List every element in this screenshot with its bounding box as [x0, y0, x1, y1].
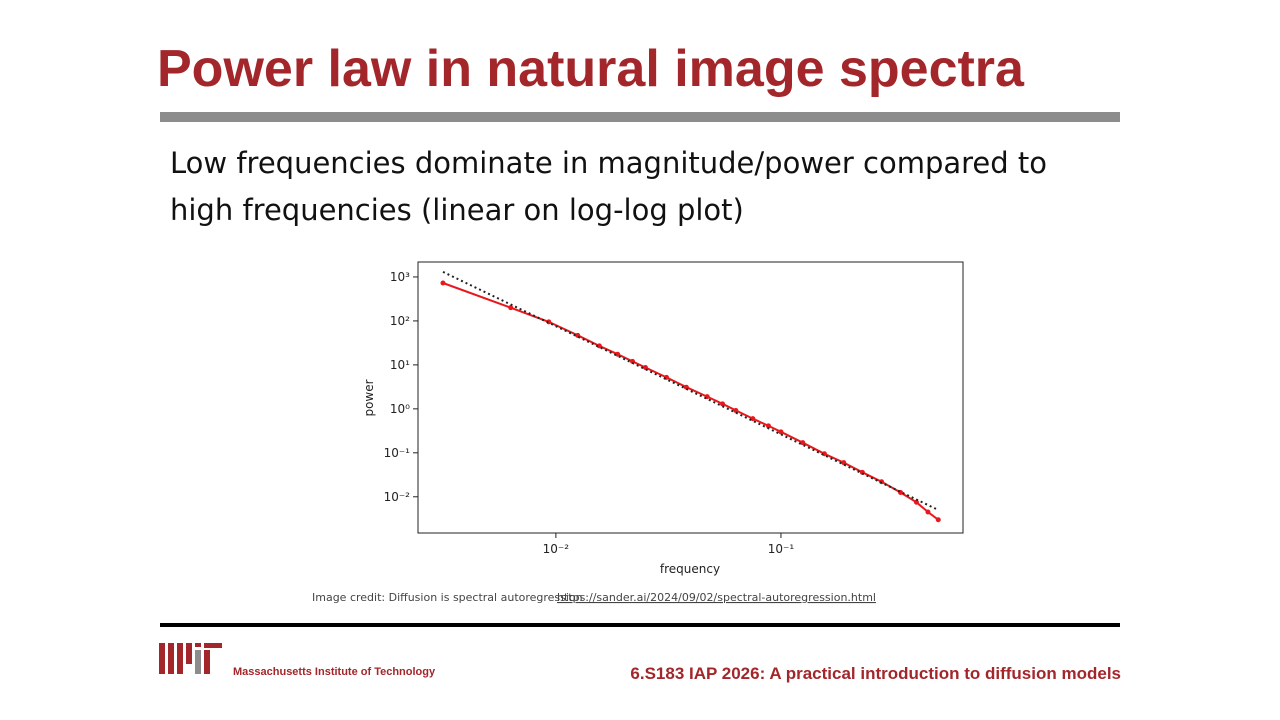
y-tick-label: 10³: [390, 270, 410, 284]
y-axis-label: power: [362, 379, 376, 416]
x-axis-label: frequency: [660, 562, 720, 576]
credit-link[interactable]: https://sander.ai/2024/09/02/spectral-au…: [557, 591, 876, 604]
x-tick-label: 10⁻²: [543, 542, 570, 556]
data-point: [508, 305, 514, 311]
x-tick-label: 10⁻¹: [768, 542, 795, 556]
body-line: high frequencies (linear on log-log plot…: [170, 193, 744, 227]
footer-rule: [160, 623, 1120, 627]
y-tick-label: 10¹: [390, 358, 410, 372]
y-tick-label: 10⁻¹: [384, 446, 411, 460]
y-tick-label: 10⁻²: [384, 490, 411, 504]
title-rule: [160, 112, 1120, 122]
course-name: 6.S183 IAP 2026: A practical introductio…: [630, 664, 1121, 683]
mit-logo: [159, 643, 222, 674]
slide-title: Power law in natural image spectra: [157, 40, 1025, 98]
data-point: [615, 351, 621, 357]
institute-name: Massachusetts Institute of Technology: [233, 666, 436, 678]
data-point: [935, 517, 941, 523]
data-point: [596, 343, 602, 349]
data-point: [925, 509, 931, 515]
data-point: [765, 423, 771, 429]
data-point: [440, 280, 446, 286]
data-point: [913, 499, 919, 505]
series-line: [442, 270, 939, 511]
data-point: [720, 401, 726, 407]
body-line: Low frequencies dominate in magnitude/po…: [170, 146, 1047, 180]
data-point: [733, 407, 739, 413]
plot-frame: [417, 261, 964, 534]
data-point: [778, 429, 784, 435]
data-point: [750, 416, 756, 422]
image-credit: Image credit: Diffusion is spectral auto…: [312, 591, 583, 604]
data-point: [800, 440, 806, 446]
series-line: [442, 282, 939, 521]
y-tick-label: 10²: [390, 314, 410, 328]
y-tick-label: 10⁰: [390, 402, 410, 416]
data-point: [841, 460, 847, 466]
